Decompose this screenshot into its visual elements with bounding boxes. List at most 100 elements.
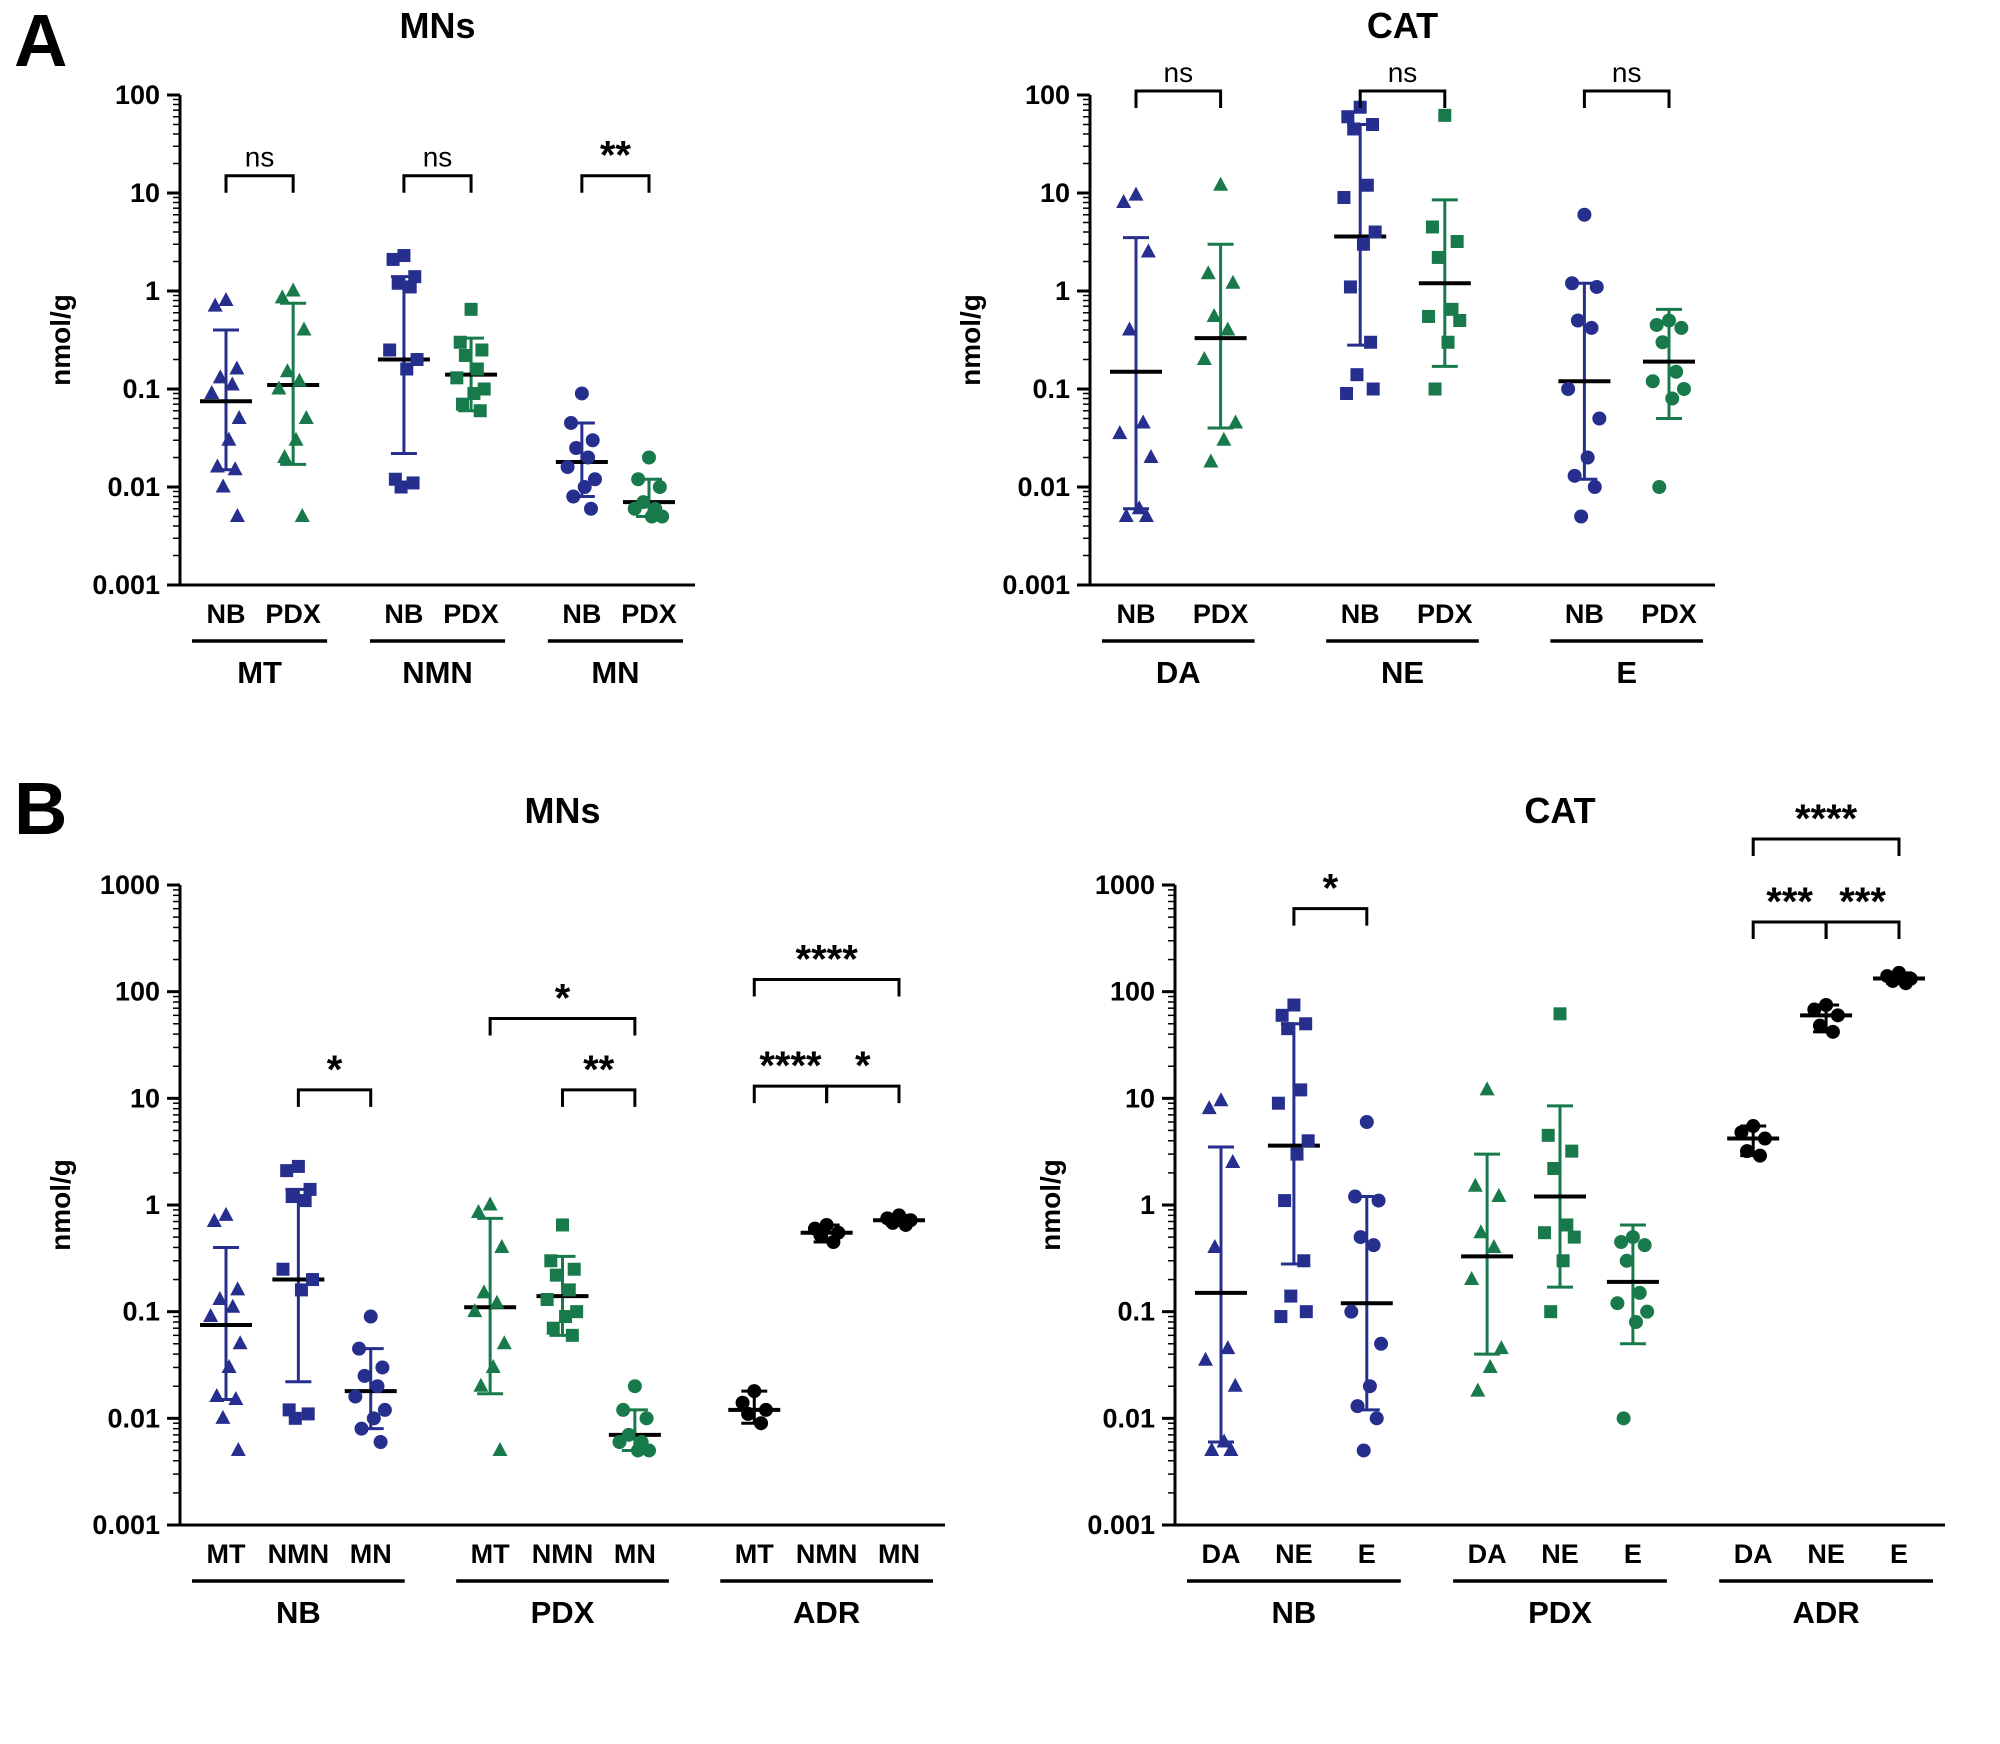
x-tick-label: NB (384, 599, 423, 629)
chart-title: CAT (1367, 5, 1438, 46)
group-label: MT (237, 655, 282, 690)
plot-b-mns: MNs nmol/g 1000 100 10 1 0.1 0.01 0.001 MT NMN MN MT… (30, 785, 980, 1720)
sig-bracket (1582, 89, 1671, 108)
x-tick-label: NB (207, 599, 246, 629)
x-tick-label: PDX (443, 599, 499, 629)
data-points (1198, 965, 1918, 1458)
sig-bracket (224, 174, 295, 193)
y-tick-label: 0.01 (107, 1403, 160, 1433)
sig-label: ns (245, 142, 275, 173)
group-label: MN (591, 655, 639, 690)
a-cat-chart: CAT nmol/g 100 10 1 0.1 0.01 0.001 NB PDX NB PDX NB P… (955, 5, 1715, 690)
chart-title: MNs (524, 790, 600, 831)
sig-bracket (402, 174, 473, 193)
sig-label: *** (1839, 880, 1886, 924)
y-tick-label: 0.001 (92, 1510, 160, 1540)
y-tick-label: 0.1 (122, 374, 160, 404)
y-tick-label: 10 (1125, 1083, 1155, 1113)
sig-label: **** (1795, 797, 1858, 841)
sig-label: *** (1766, 880, 1813, 924)
x-tick-label: MT (471, 1539, 510, 1569)
sig-bracket (1292, 907, 1369, 926)
plot-a-mns: MNs nmol/g 100 10 1 0.1 0.01 0.001 NB PDX NB PDX NB P… (30, 0, 730, 750)
group-label: ADR (1793, 1595, 1860, 1630)
sig-bracket (561, 1088, 637, 1107)
x-tick-label: NB (1341, 599, 1380, 629)
sig-label: **** (796, 938, 859, 982)
b-cat-chart: CAT nmol/g 1000 100 10 1 0.1 0.01 0.001 DA NE E DA NE… (1035, 790, 1945, 1630)
sig-label: ns (423, 142, 453, 173)
sig-bracket (825, 1084, 901, 1104)
x-tick-label: PDX (621, 599, 677, 629)
group-label: NE (1381, 655, 1424, 690)
sig-label: * (327, 1048, 343, 1092)
y-ticks: 100 10 1 0.1 0.01 0.001 (1002, 80, 1090, 600)
y-tick-label: 10 (130, 178, 160, 208)
sig-label: ns (1388, 57, 1418, 88)
sig-bracket (752, 1084, 829, 1104)
whiskers-medians (1110, 123, 1695, 511)
x-tick-label: MN (614, 1539, 656, 1569)
sig-bracket (580, 174, 651, 193)
y-tick-label: 10 (130, 1083, 160, 1113)
x-tick-label: PDX (1193, 599, 1249, 629)
b-mns-chart: MNs nmol/g 1000 100 10 1 0.1 0.01 0.001 MT NMN MN MT… (45, 790, 945, 1630)
x-tick-label: PDX (1417, 599, 1473, 629)
y-ticks: 100 10 1 0.1 0.01 0.001 (92, 80, 180, 600)
x-tick-label: MT (207, 1539, 246, 1569)
x-tick-label: NMN (268, 1539, 330, 1569)
x-tick-label: NE (1807, 1539, 1845, 1569)
sig-label: * (555, 977, 571, 1021)
x-tick-label: NMN (532, 1539, 594, 1569)
y-tick-label: 0.01 (107, 472, 160, 502)
y-axis-label: nmol/g (1035, 1159, 1066, 1251)
sig-bracket (752, 978, 901, 997)
y-axis-label: nmol/g (45, 1159, 76, 1251)
group-label: NB (1272, 1595, 1317, 1630)
x-tick-label: DA (1202, 1539, 1241, 1569)
group-label: E (1616, 655, 1637, 690)
group-label: NB (276, 1595, 321, 1630)
whiskers-medians (1195, 971, 1925, 1444)
sig-bracket (1358, 89, 1447, 108)
x-tick-label: DA (1468, 1539, 1507, 1569)
group-label: PDX (531, 1595, 595, 1630)
y-tick-label: 0.001 (92, 570, 160, 600)
y-tick-label: 0.01 (1017, 472, 1070, 502)
group-label: NMN (402, 655, 473, 690)
x-tick-label: PDX (1641, 599, 1697, 629)
axes (178, 95, 695, 587)
sig-label: * (855, 1044, 871, 1088)
whiskers-medians (200, 275, 675, 519)
x-tick-label: NE (1541, 1539, 1579, 1569)
panel-b-label: B (14, 767, 68, 850)
sig-bracket (1751, 920, 1828, 939)
panel-a-label: A (14, 0, 68, 82)
y-tick-label: 1 (145, 276, 160, 306)
data-points (203, 1159, 918, 1458)
x-tick-label: MN (350, 1539, 392, 1569)
y-axis-label: nmol/g (955, 294, 986, 386)
data-points (204, 249, 670, 524)
plot-a-cat: CAT nmol/g 100 10 1 0.1 0.01 0.001 NB PDX NB PDX NB P… (940, 0, 1750, 750)
y-tick-label: 0.01 (1102, 1403, 1155, 1433)
x-tick-label: NB (562, 599, 601, 629)
x-tick-label: NB (1565, 599, 1604, 629)
x-tick-label: NB (1117, 599, 1156, 629)
sig-label: ns (1164, 57, 1194, 88)
group-label: PDX (1528, 1595, 1592, 1630)
sig-label: **** (759, 1044, 822, 1088)
y-tick-label: 1000 (100, 870, 160, 900)
x-tick-label: E (1358, 1539, 1376, 1569)
x-tick-label: PDX (265, 599, 321, 629)
sig-bracket (1751, 837, 1901, 856)
sig-bracket (488, 1017, 637, 1036)
y-tick-label: 1000 (1095, 870, 1155, 900)
y-tick-label: 100 (115, 80, 160, 110)
x-tick-label: MT (735, 1539, 774, 1569)
chart-title: CAT (1524, 790, 1595, 831)
x-tick-label: E (1890, 1539, 1908, 1569)
sig-label: ** (583, 1048, 615, 1092)
chart-title: MNs (399, 5, 475, 46)
